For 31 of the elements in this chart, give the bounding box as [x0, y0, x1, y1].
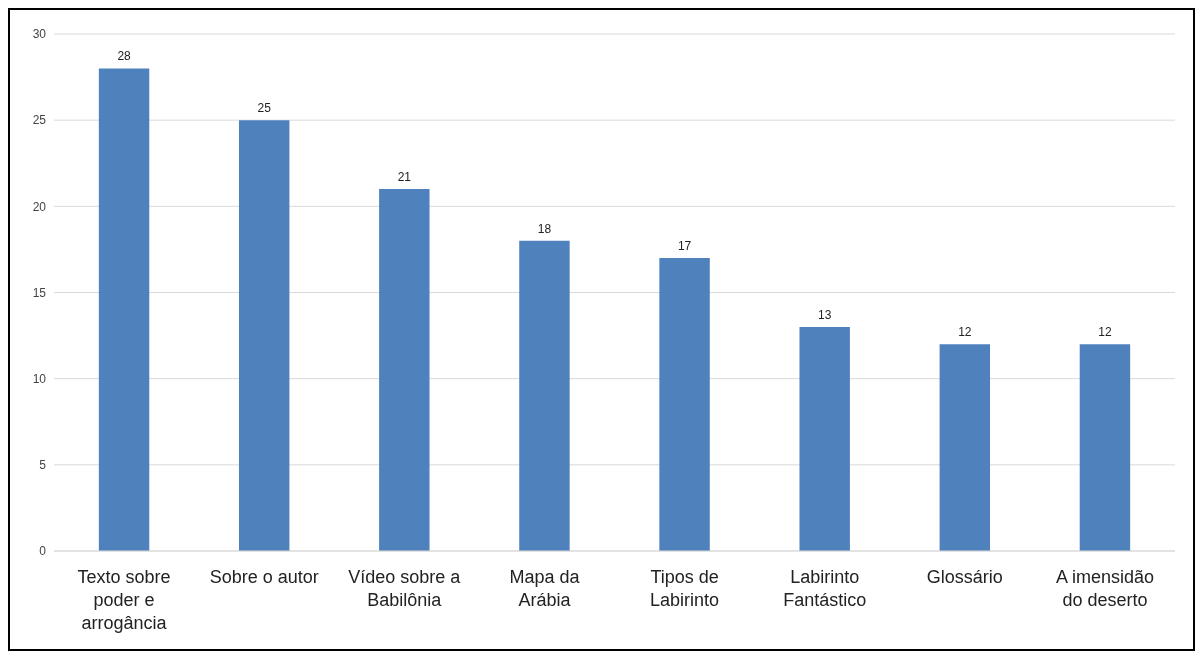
data-label: 21: [397, 170, 412, 185]
data-label: 17: [677, 239, 692, 254]
data-label: 12: [1098, 325, 1112, 340]
bar: [659, 258, 710, 551]
x-tick-label: Texto sobre poder e arrogância: [77, 567, 171, 633]
bar: [98, 68, 150, 551]
data-label: 18: [537, 221, 552, 236]
bar: [939, 344, 991, 551]
y-tick-label: 25: [32, 113, 47, 128]
x-tick-label: Labirinto Fantástico: [783, 567, 867, 610]
y-tick-label: 5: [39, 458, 47, 473]
data-label: 13: [818, 307, 832, 322]
y-tick-label: 30: [32, 27, 47, 42]
x-tick-label: Glossário: [926, 567, 1003, 587]
y-tick-label: 0: [39, 544, 47, 559]
x-tick-label: Tipos de Labirinto: [650, 567, 720, 610]
bar: [238, 120, 290, 551]
y-tick-label: 10: [32, 371, 47, 386]
data-label: 28: [117, 49, 132, 64]
data-label: 25: [257, 101, 272, 116]
y-tick-label: 20: [32, 199, 47, 214]
bar: [519, 240, 570, 551]
bar: [1079, 344, 1131, 551]
y-tick-label: 15: [32, 285, 47, 300]
x-tick-label: Mapa da Arábia: [509, 567, 581, 610]
x-tick-label: A imensidão do deserto: [1055, 567, 1154, 610]
x-tick-label: Vídeo sobre a Babilônia: [348, 567, 462, 610]
bar: [379, 189, 430, 551]
x-tick-label: Sobre o autor: [209, 567, 319, 587]
data-label: 12: [958, 325, 972, 340]
bar: [799, 326, 850, 551]
